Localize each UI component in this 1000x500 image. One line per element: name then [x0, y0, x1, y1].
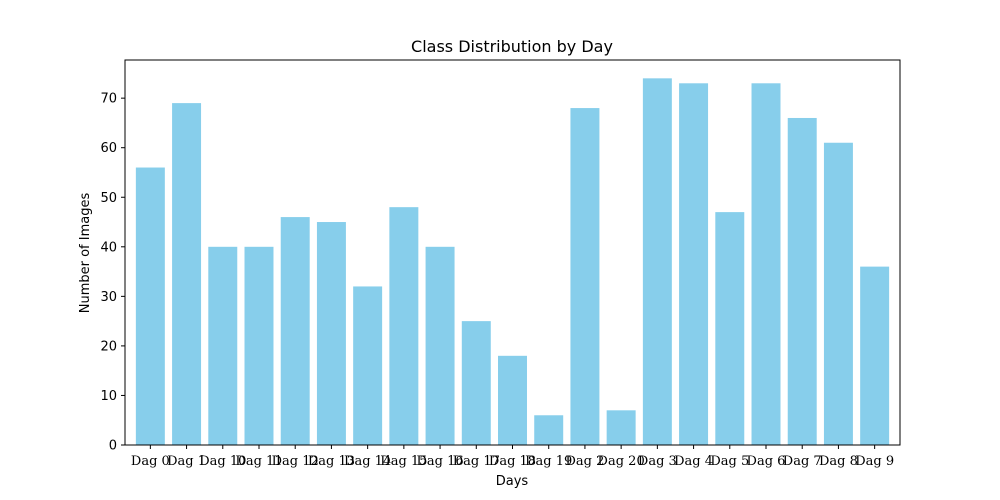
y-tick-label: 30	[100, 290, 117, 305]
x-tick-label: Dag 15	[380, 454, 427, 469]
bar-dag-16	[425, 246, 455, 445]
y-tick-label: 20	[100, 339, 117, 354]
x-tick-label: Dag 4	[674, 454, 713, 469]
x-tick-label: Dag 0	[131, 454, 170, 469]
bar-dag-5	[715, 212, 745, 445]
x-tick-label: Dag 9	[855, 454, 894, 469]
bar-dag-14	[353, 286, 383, 445]
y-tick-label: 50	[100, 191, 117, 206]
bar-dag-13	[316, 222, 346, 445]
x-tick-label: Dag 7	[783, 454, 822, 469]
x-tick-label: Dag 19	[525, 454, 572, 469]
bar-dag-9	[860, 266, 890, 445]
bar-dag-11	[244, 246, 274, 445]
bar-dag-3	[642, 78, 672, 445]
bar-dag-10	[208, 246, 238, 445]
y-ticks-group: 0 10 20 30 40 50 60 70	[100, 92, 125, 454]
y-tick-label: 0	[109, 439, 117, 454]
x-tick-label: Dag 13	[308, 454, 355, 469]
x-tick-label: Dag 1	[167, 454, 206, 469]
x-tick-label: Dag 11	[235, 454, 282, 469]
bar-dag-4	[679, 83, 709, 445]
x-tick-label: Dag 10	[199, 454, 246, 469]
plot-frame	[124, 59, 901, 446]
x-tick-label: Dag 8	[819, 454, 858, 469]
bar-dag-19	[534, 415, 564, 445]
x-tick-label: Dag 18	[489, 454, 536, 469]
y-tick-label: 60	[100, 141, 117, 156]
x-tick-label: Dag 3	[638, 454, 677, 469]
bar-dag-17	[461, 321, 491, 445]
x-tick-label: Dag 17	[453, 454, 500, 469]
bar-dag-1	[172, 103, 202, 446]
bar-dag-8	[823, 142, 853, 445]
x-tick-label: Dag 12	[272, 454, 319, 469]
x-tick-label: Dag 14	[344, 454, 391, 469]
x-tick-label: Dag 5	[710, 454, 749, 469]
bar-dag-6	[751, 83, 781, 445]
y-tick-label: 40	[100, 240, 117, 255]
x-tick-label: Dag 2	[565, 454, 604, 469]
bar-dag-18	[498, 355, 527, 445]
x-tick-label: Dag 6	[747, 454, 786, 469]
y-tick-label: 70	[100, 92, 117, 107]
bar-dag-7	[787, 117, 817, 446]
bars-group	[135, 78, 890, 446]
x-tick-label: Dag 16	[416, 454, 463, 469]
bar-dag-0	[135, 167, 165, 445]
y-tick-label: 10	[100, 389, 117, 404]
x-axis-label: Days	[496, 474, 529, 489]
bar-dag-15	[389, 207, 419, 445]
bar-dag-20	[606, 410, 636, 445]
x-tick-label: Dag 20	[598, 454, 645, 469]
y-axis-label: Number of Images	[78, 193, 93, 314]
chart-title: Class Distribution by Day	[411, 37, 613, 56]
bar-dag-12	[280, 217, 310, 445]
bar-dag-2	[570, 108, 600, 446]
